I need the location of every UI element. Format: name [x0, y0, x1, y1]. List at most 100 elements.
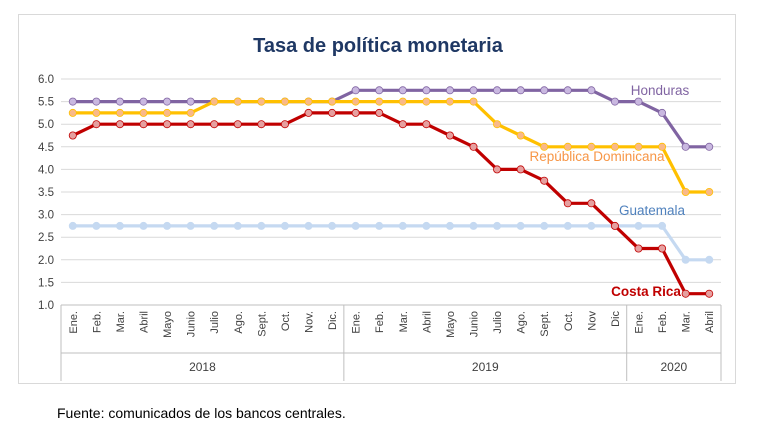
series-line	[72, 99, 710, 194]
data-point	[351, 221, 360, 230]
series-label: Guatemala	[619, 203, 686, 218]
data-point	[186, 120, 195, 129]
chart-title: Tasa de política monetaria	[253, 35, 504, 57]
series-lines	[68, 86, 714, 298]
data-point	[139, 120, 148, 129]
x-tick-label: Mar.	[115, 311, 127, 332]
series-guatemala	[68, 221, 714, 264]
data-point	[328, 221, 337, 230]
data-point	[280, 221, 289, 230]
x-tick-label: Sept.	[256, 311, 268, 337]
data-point	[540, 142, 549, 151]
data-point	[445, 131, 454, 140]
data-point	[139, 221, 148, 230]
series-labels: Honduras República Dominicana Guatemala Cos…	[529, 83, 689, 299]
data-point	[92, 97, 101, 106]
x-tick-label: Junio	[469, 311, 481, 337]
data-point	[375, 221, 384, 230]
data-point	[469, 86, 478, 95]
y-tick-label: 6.0	[38, 74, 54, 86]
data-point	[398, 221, 407, 230]
x-tick-label: Feb.	[657, 311, 669, 333]
series-label: Costa Rica	[611, 284, 681, 299]
x-tick-label: Feb.	[91, 311, 103, 333]
data-point	[163, 97, 172, 106]
data-point	[634, 221, 643, 230]
series-line	[72, 224, 710, 262]
x-tick-label: Abril	[139, 311, 151, 333]
data-point	[92, 221, 101, 230]
data-point	[681, 255, 690, 264]
data-point	[68, 108, 77, 117]
year-label: 2018	[189, 360, 216, 374]
x-tick-label: Mayo	[445, 311, 457, 338]
chart-frame	[18, 14, 736, 384]
data-point	[375, 108, 384, 117]
data-point	[469, 221, 478, 230]
data-point	[92, 108, 101, 117]
data-point	[516, 221, 525, 230]
data-point	[563, 221, 572, 230]
data-point	[375, 97, 384, 106]
data-point	[257, 97, 266, 106]
data-point	[681, 187, 690, 196]
series-label: República Dominicana	[529, 149, 665, 164]
data-point	[304, 108, 313, 117]
data-point	[115, 120, 124, 129]
data-point	[139, 108, 148, 117]
x-tick-label: Oct.	[563, 311, 575, 331]
data-point	[163, 221, 172, 230]
x-tick-label: Nov	[586, 311, 598, 331]
data-point	[587, 86, 596, 95]
data-point	[375, 86, 384, 95]
data-point	[516, 165, 525, 174]
data-point	[422, 221, 431, 230]
data-point	[115, 221, 124, 230]
x-tick-label: Ago.	[516, 311, 528, 334]
data-point	[328, 108, 337, 117]
data-point	[422, 97, 431, 106]
x-tick-label: Oct.	[280, 311, 292, 331]
x-tick-label: Nov.	[304, 311, 316, 333]
data-point	[92, 120, 101, 129]
y-tick-label: 3.5	[38, 187, 54, 199]
series-line	[72, 111, 710, 296]
data-point	[634, 97, 643, 106]
source-note: Fuente: comunicados de los bancos centra…	[57, 405, 346, 421]
x-tick-label: Mayo	[162, 311, 174, 338]
y-tick-label: 1.5	[38, 277, 54, 289]
data-point	[658, 108, 667, 117]
series-costa-rica	[68, 108, 714, 298]
data-point	[422, 120, 431, 129]
data-point	[493, 221, 502, 230]
x-tick-label: Mar.	[681, 311, 693, 332]
data-point	[493, 120, 502, 129]
data-point	[563, 142, 572, 151]
data-point	[351, 108, 360, 117]
series-rep-blica-dominicana	[68, 97, 714, 196]
x-tick-label: Ene.	[351, 311, 363, 334]
data-point	[233, 120, 242, 129]
data-point	[68, 97, 77, 106]
data-point	[469, 142, 478, 151]
data-point	[681, 142, 690, 151]
x-tick-label: Abril	[421, 311, 433, 333]
data-point	[328, 97, 337, 106]
x-tick-label: Dic.	[327, 311, 339, 330]
data-point	[587, 221, 596, 230]
data-point	[304, 221, 313, 230]
data-point	[186, 108, 195, 117]
data-point	[445, 97, 454, 106]
x-tick-label: Julio	[492, 311, 504, 334]
data-point	[493, 86, 502, 95]
data-point	[163, 120, 172, 129]
data-point	[493, 165, 502, 174]
data-point	[587, 199, 596, 208]
data-point	[398, 120, 407, 129]
data-point	[469, 97, 478, 106]
series-label: Honduras	[631, 83, 690, 98]
data-point	[257, 221, 266, 230]
y-tick-label: 5.5	[38, 97, 54, 109]
data-point	[445, 86, 454, 95]
